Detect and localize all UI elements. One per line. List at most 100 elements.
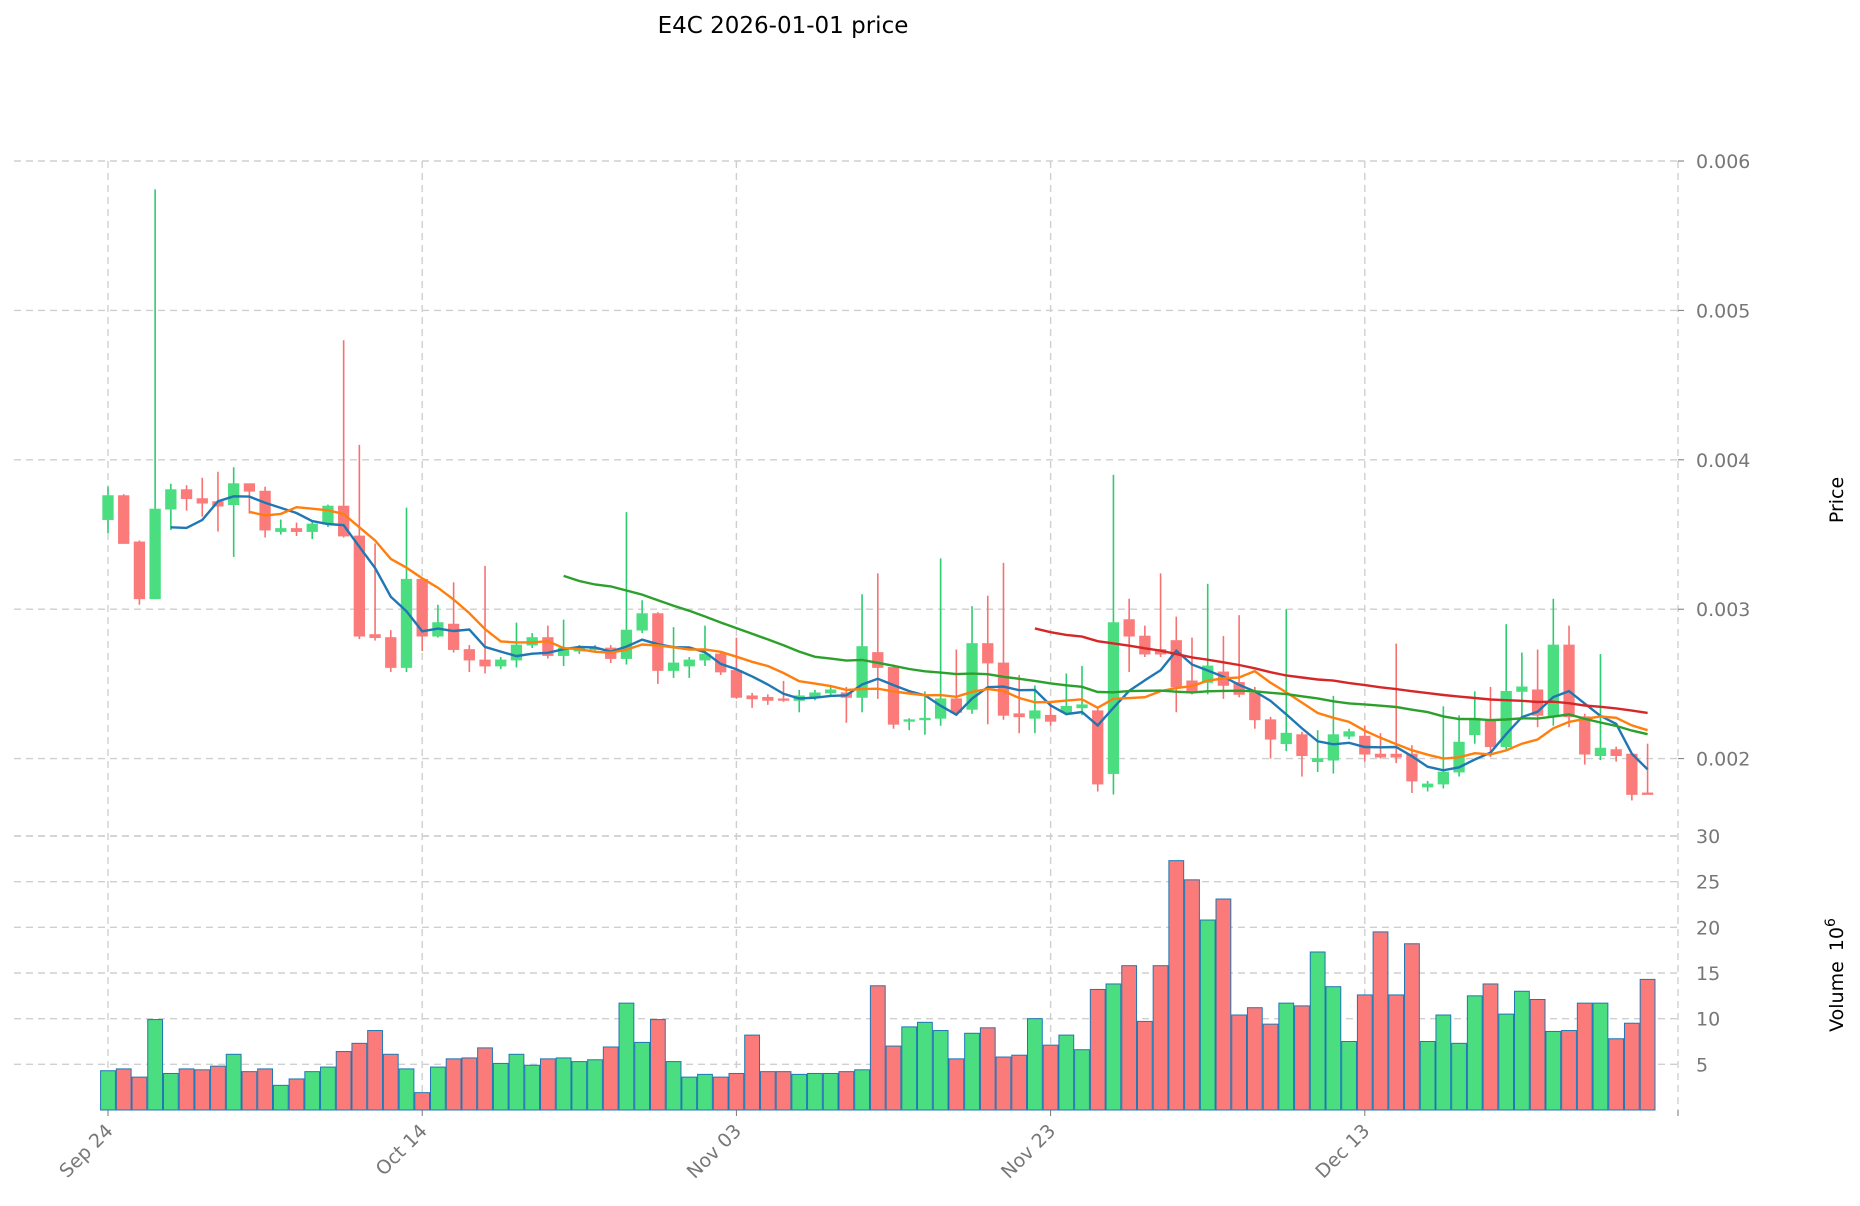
candle-down: [1092, 710, 1104, 785]
volume-bar: [1246, 1007, 1263, 1111]
candle-up: [919, 717, 931, 721]
candle-up: [1312, 758, 1324, 762]
volume-bar: [807, 1072, 823, 1111]
volume-bar: [1419, 1041, 1436, 1111]
volume-bar: [1184, 879, 1200, 1111]
volume-bar: [587, 1059, 603, 1111]
volume-bar: [430, 1066, 446, 1111]
candle-down: [463, 649, 475, 661]
volume-bar: [917, 1021, 933, 1111]
candle-down: [447, 623, 460, 650]
candle-down: [1390, 753, 1402, 758]
volume-bar: [210, 1065, 226, 1111]
volume-bar: [461, 1057, 478, 1111]
volume-bar: [822, 1072, 839, 1111]
volume-bar: [1576, 1002, 1593, 1111]
volume-bar: [1278, 1002, 1295, 1111]
candle-down: [385, 637, 397, 668]
moving-averages: [170, 495, 1649, 772]
chart-title: E4C 2026-01-01 price: [658, 13, 909, 39]
candle-up: [636, 613, 648, 631]
volume-bar: [1388, 994, 1405, 1111]
volume-axis-label: Volume 106: [1823, 918, 1848, 1032]
volume-bar: [1529, 998, 1546, 1111]
volume-bar: [492, 1062, 509, 1111]
candle-down: [1264, 719, 1277, 740]
candle-down: [997, 662, 1010, 716]
volume-bar: [398, 1068, 415, 1111]
volume-bar: [1623, 1022, 1640, 1111]
date-tick-label: Dec 13: [1311, 1120, 1374, 1183]
candle-down: [762, 696, 774, 701]
volume-bar: [1482, 983, 1499, 1111]
candle-down: [1233, 682, 1245, 695]
price-tick-label: 0.003: [1696, 599, 1750, 621]
candle-up: [495, 659, 507, 667]
volume-bar: [1058, 1034, 1075, 1111]
volume-bar: [1545, 1030, 1562, 1111]
volume-bar: [225, 1053, 242, 1111]
candle-down: [290, 528, 303, 532]
volume-bar: [1089, 988, 1106, 1111]
volume-bar: [1498, 1013, 1515, 1111]
volume-bar: [555, 1057, 572, 1111]
candle-down: [777, 698, 790, 701]
candle-up: [1029, 710, 1041, 719]
candle-up: [165, 489, 177, 510]
volume-bar: [728, 1072, 745, 1111]
volume-bar: [1026, 1018, 1043, 1111]
candle-down: [243, 483, 256, 492]
volume-bar: [1074, 1049, 1090, 1111]
volume-bar: [979, 1027, 996, 1111]
volume-tick-label: 5: [1696, 1054, 1708, 1076]
volume-bar: [1561, 1030, 1577, 1111]
ma10-line: [249, 505, 1648, 760]
volume-bar: [320, 1066, 336, 1111]
volume-bar: [477, 1047, 493, 1111]
volume-bar: [712, 1076, 729, 1111]
candle-up: [667, 662, 680, 671]
candle-down: [337, 505, 350, 537]
volume-bar: [759, 1071, 776, 1111]
volume-tick-label: 15: [1696, 963, 1720, 985]
volume-bar: [1152, 965, 1169, 1111]
candle-down: [1641, 792, 1654, 795]
volume-bar: [1231, 1014, 1248, 1111]
candle-up: [1343, 731, 1355, 737]
volume-bar: [1404, 943, 1420, 1111]
price-tick-label: 0.005: [1696, 300, 1750, 322]
candle-down: [950, 698, 962, 713]
volume-bar: [995, 1056, 1012, 1111]
candle-up: [1060, 705, 1072, 713]
candle-down: [1044, 714, 1057, 722]
volume-bar: [649, 1019, 666, 1111]
candle-down: [118, 495, 130, 544]
candle-down: [1170, 640, 1182, 688]
volume-bar: [1435, 1014, 1452, 1111]
volume-bar: [948, 1058, 965, 1111]
volume-bar: [1105, 983, 1122, 1111]
volume-bar: [932, 1030, 949, 1111]
volume-bar: [241, 1071, 258, 1111]
volume-bar: [194, 1069, 211, 1111]
volume-bar: [571, 1061, 588, 1111]
volume-bar: [1325, 986, 1342, 1111]
candle-up: [1421, 783, 1434, 788]
volume-bar: [681, 1076, 698, 1111]
volume-tick-label: 10: [1696, 1009, 1720, 1031]
ma60-line: [1034, 627, 1648, 715]
date-tick-label: Nov 03: [683, 1120, 746, 1183]
date-tick-label: Sep 24: [55, 1120, 117, 1182]
candle-down: [1013, 713, 1025, 718]
candle-up: [306, 523, 318, 532]
candle-up: [102, 495, 114, 520]
volume-bar: [854, 1069, 870, 1111]
candle-up: [903, 719, 915, 722]
volume-bar: [1639, 978, 1656, 1111]
candle-down: [1139, 635, 1151, 655]
volume-bar: [1309, 951, 1326, 1111]
price-tick-label: 0.004: [1696, 450, 1750, 472]
volume-tick-label: 25: [1696, 872, 1720, 894]
volume-bar: [964, 1032, 980, 1111]
